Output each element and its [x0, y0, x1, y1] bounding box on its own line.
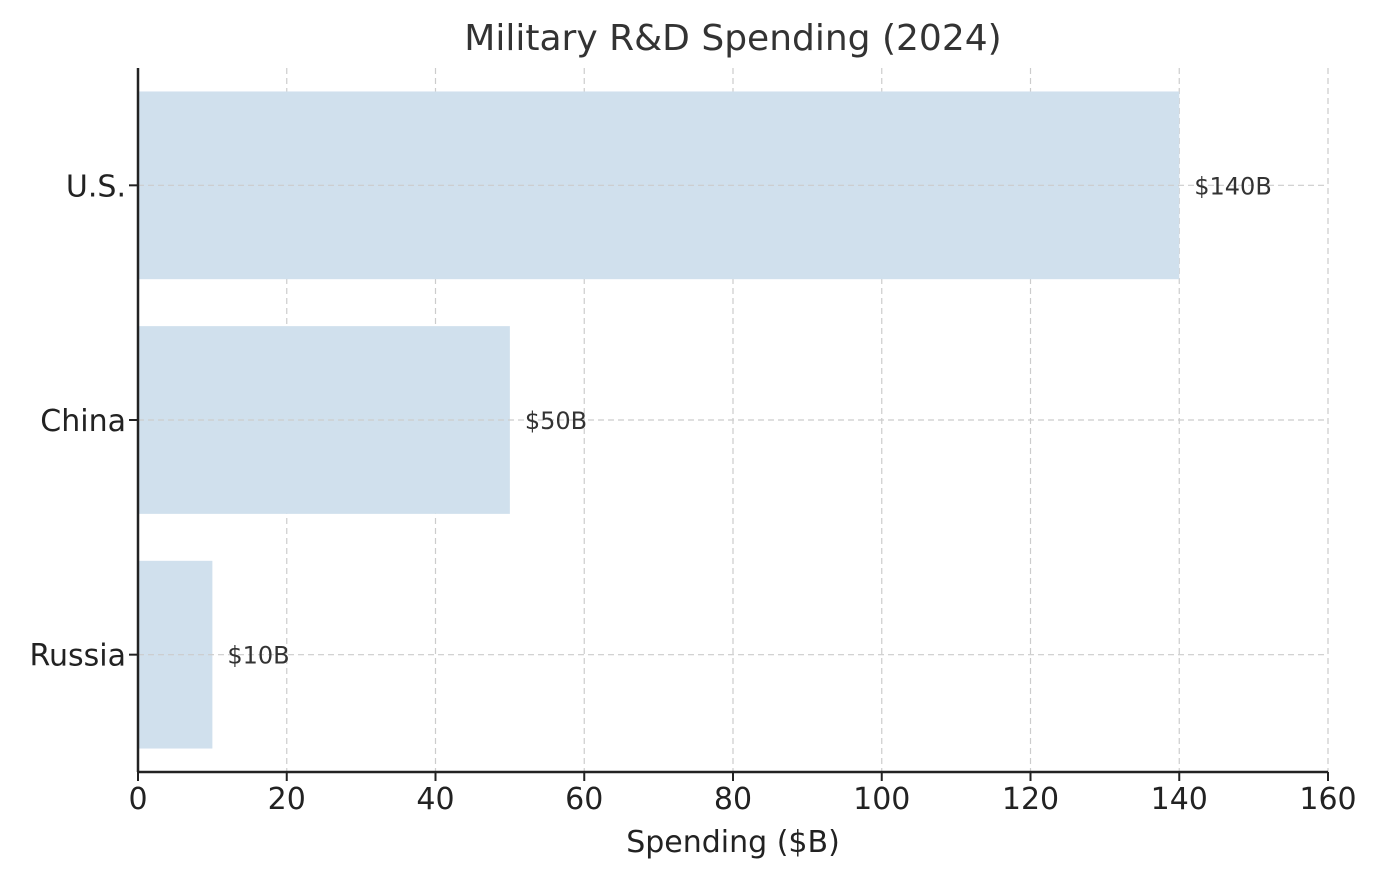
- x-axis-label: Spending ($B): [626, 825, 840, 860]
- axis-layer: [129, 68, 1329, 781]
- x-tick-label: 0: [128, 782, 147, 817]
- x-tick-label: 100: [853, 782, 910, 817]
- y-category-label: China: [40, 404, 126, 439]
- x-tick-label: 40: [416, 782, 454, 817]
- x-tick-label: 120: [1002, 782, 1059, 817]
- bar-value-label: $10B: [227, 642, 289, 670]
- x-tick-label: 160: [1299, 782, 1356, 817]
- x-tick-label: 140: [1151, 782, 1208, 817]
- x-tick-label: 80: [714, 782, 752, 817]
- x-tick-label: 20: [268, 782, 306, 817]
- horizontal-grid-layer: [138, 184, 1328, 656]
- chart-title: Military R&D Spending (2024): [464, 18, 1001, 59]
- y-category-label: Russia: [30, 639, 127, 674]
- bar-value-label: $140B: [1194, 172, 1272, 200]
- y-category-label: U.S.: [66, 169, 126, 204]
- label-layer: 0 20 40 60 80 100 120 140 160 U.S. $140B China $50B R…: [30, 169, 1357, 817]
- x-tick-label: 60: [565, 782, 603, 817]
- bar-value-label: $50B: [525, 407, 587, 435]
